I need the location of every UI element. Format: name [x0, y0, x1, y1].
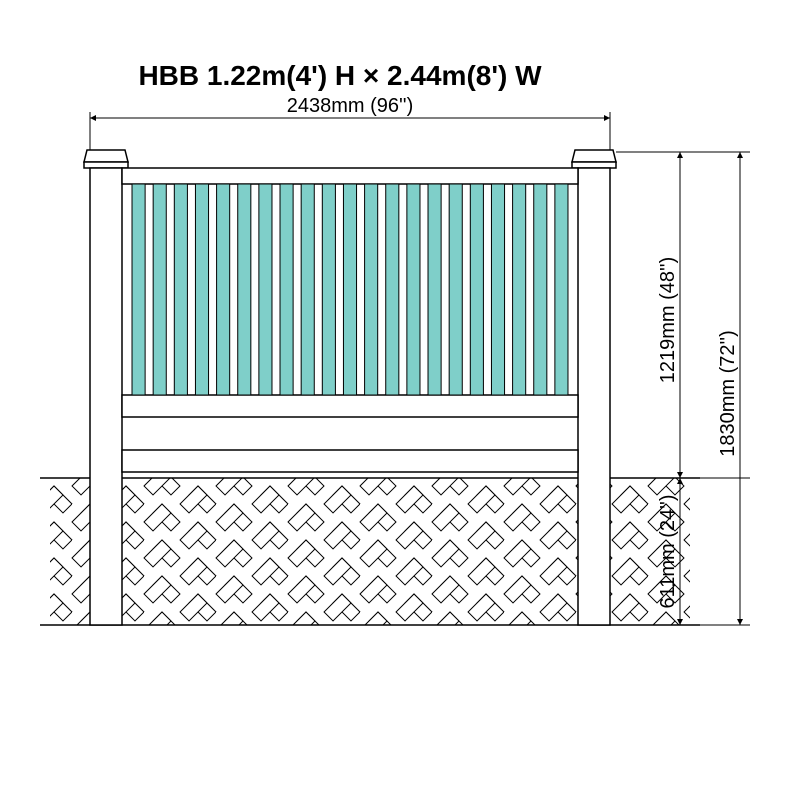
post-left: [90, 168, 122, 625]
picket: [153, 184, 166, 395]
picket: [449, 184, 462, 395]
picket: [174, 184, 187, 395]
picket: [534, 184, 547, 395]
picket: [301, 184, 314, 395]
picket: [491, 184, 504, 395]
picket: [195, 184, 208, 395]
picket: [259, 184, 272, 395]
picket: [343, 184, 356, 395]
picket: [428, 184, 441, 395]
picket: [513, 184, 526, 395]
post-cap-left: [84, 150, 128, 162]
picket: [132, 184, 145, 395]
bottom-rail: [122, 450, 578, 472]
picket: [386, 184, 399, 395]
picket: [322, 184, 335, 395]
mid-rail: [122, 395, 578, 417]
picket: [280, 184, 293, 395]
post-right: [578, 168, 610, 625]
picket: [238, 184, 251, 395]
dim-panel-height-label: 1219mm (48''): [657, 257, 679, 384]
picket: [217, 184, 230, 395]
picket: [470, 184, 483, 395]
post-cap-right: [572, 150, 616, 162]
diagram-svg: 2438mm (96'') 1219mm (48'') 611mm (24'') 18…: [0, 0, 800, 800]
dim-buried-label: 611mm (24''): [657, 495, 679, 609]
top-rail: [122, 168, 578, 184]
dim-total-height-label: 1830mm (72''): [717, 330, 739, 457]
picket: [365, 184, 378, 395]
picket: [555, 184, 568, 395]
picket: [407, 184, 420, 395]
dim-width-label: 2438mm (96''): [287, 95, 414, 117]
